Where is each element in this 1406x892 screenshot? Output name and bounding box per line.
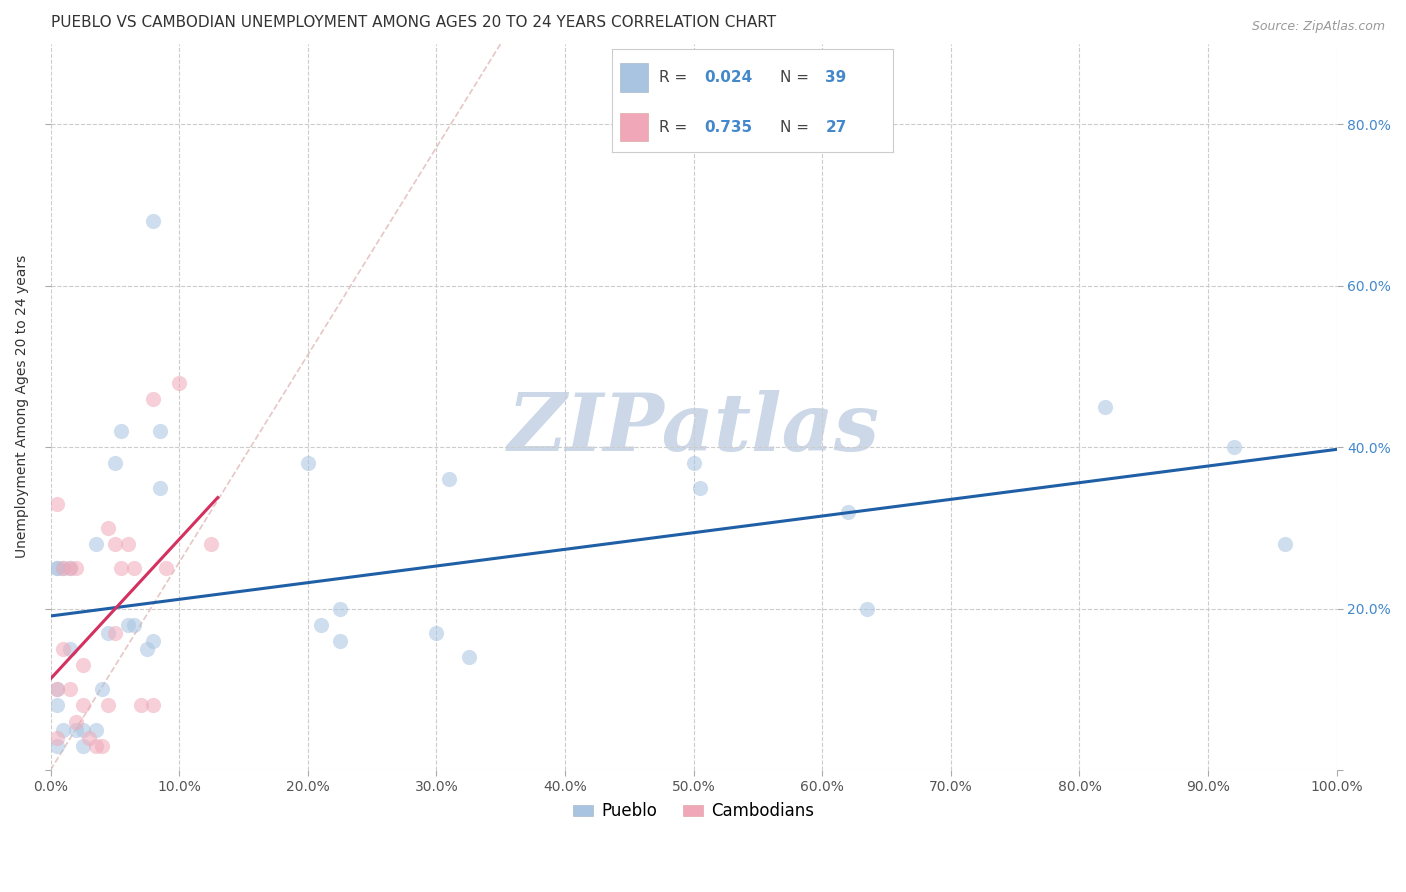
Point — [104, 537, 127, 551]
Point — [329, 601, 352, 615]
Point — [110, 424, 132, 438]
Point — [46, 561, 69, 575]
Point — [65, 714, 87, 729]
Point — [117, 537, 139, 551]
Text: ZIPatlas: ZIPatlas — [508, 390, 880, 467]
Point — [689, 481, 711, 495]
Point — [439, 473, 461, 487]
Text: 0.735: 0.735 — [704, 120, 752, 135]
Point — [46, 739, 69, 753]
Point — [97, 625, 120, 640]
Point — [117, 617, 139, 632]
Point — [297, 456, 319, 470]
Point — [91, 682, 114, 697]
Point — [72, 698, 94, 713]
Point — [1094, 400, 1116, 414]
Point — [136, 642, 159, 657]
Point — [149, 481, 172, 495]
Text: PUEBLO VS CAMBODIAN UNEMPLOYMENT AMONG AGES 20 TO 24 YEARS CORRELATION CHART: PUEBLO VS CAMBODIAN UNEMPLOYMENT AMONG A… — [51, 15, 776, 30]
Point — [72, 723, 94, 737]
Point — [72, 658, 94, 673]
Point — [97, 521, 120, 535]
Point — [77, 731, 100, 745]
Point — [46, 682, 69, 697]
Point — [142, 214, 165, 228]
Text: N =: N = — [780, 120, 814, 135]
Point — [167, 376, 190, 390]
Point — [65, 561, 87, 575]
Point — [682, 456, 704, 470]
Point — [129, 698, 152, 713]
Point — [52, 561, 75, 575]
Point — [65, 723, 87, 737]
Point — [97, 698, 120, 713]
Text: N =: N = — [780, 70, 814, 86]
Point — [149, 424, 172, 438]
Point — [104, 456, 127, 470]
Point — [52, 642, 75, 657]
Text: 39: 39 — [825, 70, 846, 86]
Point — [309, 617, 332, 632]
Point — [46, 698, 69, 713]
Point — [110, 561, 132, 575]
Point — [155, 561, 177, 575]
Point — [72, 739, 94, 753]
Point — [142, 392, 165, 406]
Text: Source: ZipAtlas.com: Source: ZipAtlas.com — [1251, 20, 1385, 33]
Point — [59, 642, 82, 657]
Point — [200, 537, 222, 551]
Point — [329, 633, 352, 648]
Point — [59, 561, 82, 575]
Point — [52, 723, 75, 737]
Bar — [620, 112, 648, 141]
Bar — [620, 63, 648, 92]
Text: 27: 27 — [825, 120, 846, 135]
Point — [59, 682, 82, 697]
Text: R =: R = — [659, 120, 693, 135]
Point — [104, 625, 127, 640]
Point — [46, 731, 69, 745]
Point — [91, 739, 114, 753]
Point — [837, 505, 859, 519]
Point — [52, 561, 75, 575]
Point — [142, 698, 165, 713]
Point — [46, 561, 69, 575]
Point — [46, 682, 69, 697]
Point — [856, 601, 879, 615]
Legend: Pueblo, Cambodians: Pueblo, Cambodians — [567, 796, 821, 827]
Y-axis label: Unemployment Among Ages 20 to 24 years: Unemployment Among Ages 20 to 24 years — [15, 255, 30, 558]
Point — [122, 617, 145, 632]
Point — [59, 561, 82, 575]
Point — [457, 650, 479, 665]
Point — [1274, 537, 1296, 551]
Point — [425, 625, 447, 640]
Point — [84, 739, 107, 753]
Point — [142, 633, 165, 648]
Point — [122, 561, 145, 575]
Point — [1223, 440, 1246, 454]
Text: 0.024: 0.024 — [704, 70, 752, 86]
Point — [84, 537, 107, 551]
Text: R =: R = — [659, 70, 693, 86]
Point — [46, 497, 69, 511]
Point — [84, 723, 107, 737]
